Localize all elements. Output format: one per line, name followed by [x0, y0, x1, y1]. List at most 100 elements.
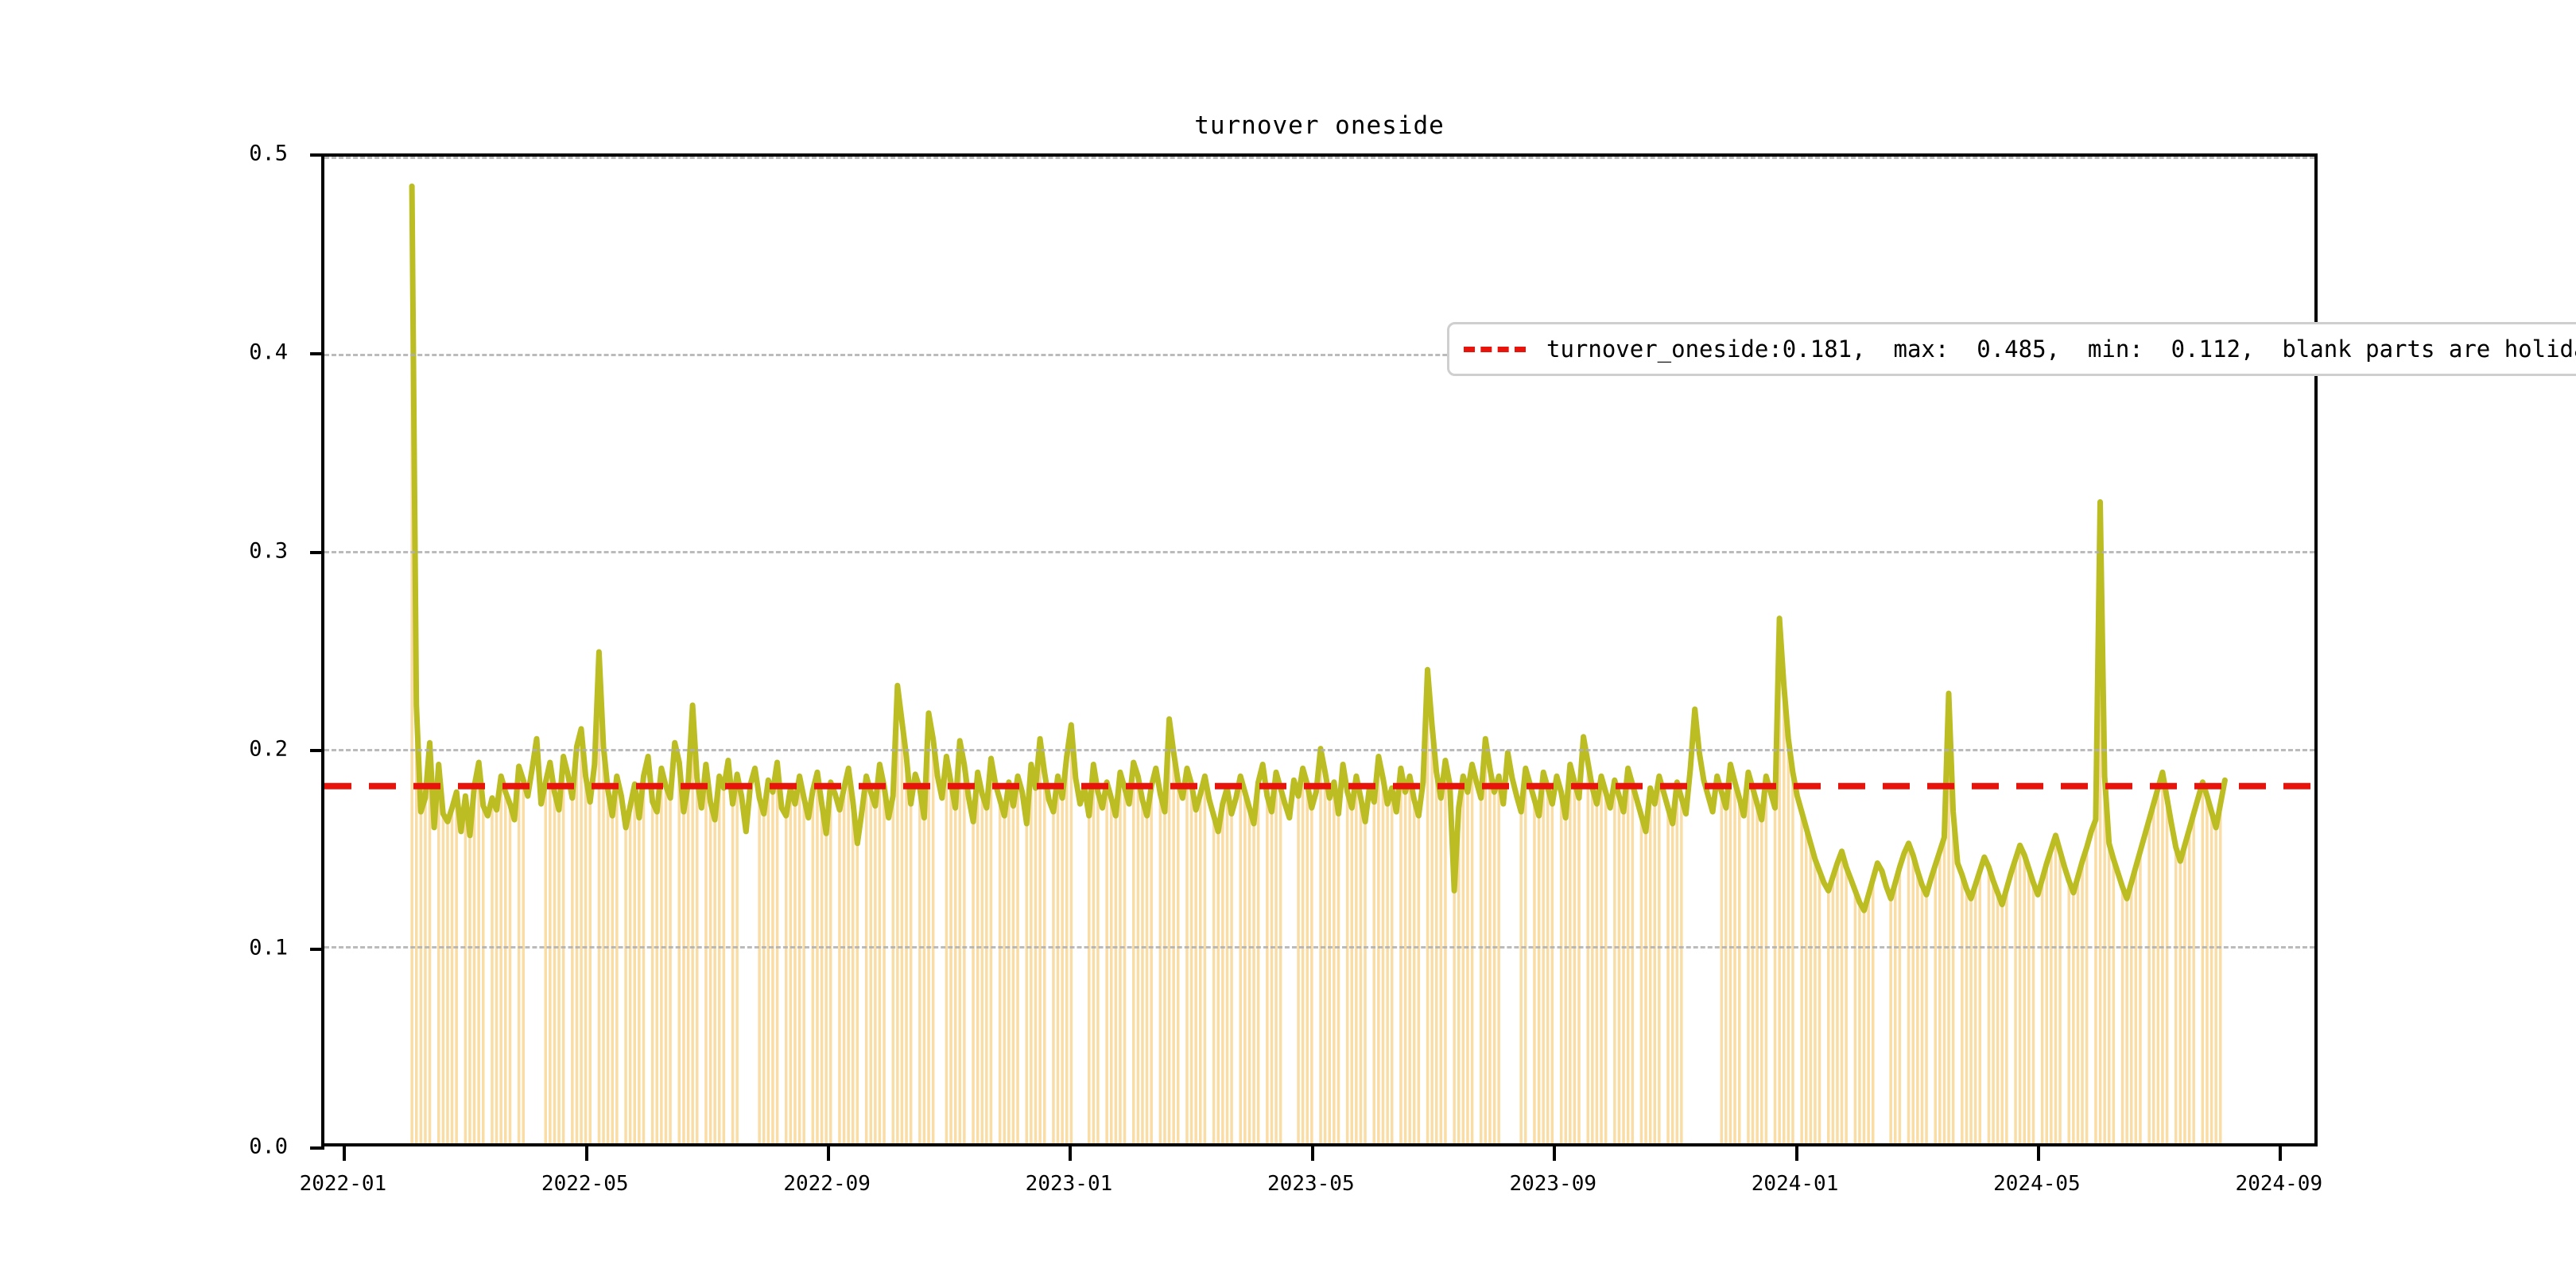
- turnover-fill-bars: [410, 186, 2222, 1143]
- gridline: [324, 157, 2314, 159]
- turnover-bar: [1377, 756, 1380, 1143]
- turnover-bar: [1399, 768, 1402, 1143]
- turnover-bar: [606, 789, 610, 1143]
- turnover-bar: [1413, 800, 1416, 1143]
- x-tick-mark: [1069, 1146, 1073, 1161]
- turnover-bar: [2112, 859, 2116, 1143]
- y-tick-mark: [310, 749, 324, 753]
- turnover-bar: [1680, 797, 1683, 1143]
- turnover-bar: [1239, 776, 1242, 1143]
- turnover-bar: [495, 809, 499, 1143]
- x-tick-label: 2024-01: [1751, 1172, 1839, 1196]
- turnover-bar: [2178, 861, 2182, 1143]
- x-tick-mark: [1553, 1146, 1557, 1161]
- turnover-bar: [1270, 812, 1274, 1143]
- turnover-bar: [1167, 719, 1171, 1143]
- turnover-bar: [1426, 669, 1430, 1143]
- turnover-bar: [2108, 843, 2111, 1143]
- turnover-bar: [1800, 812, 1803, 1143]
- turnover-bar: [1323, 772, 1327, 1143]
- y-tick-label: 0.2: [249, 736, 288, 762]
- turnover-bar: [1791, 772, 1794, 1143]
- turnover-bar: [1658, 776, 1661, 1143]
- turnover-bar: [1364, 821, 1367, 1143]
- turnover-bar: [464, 796, 467, 1143]
- turnover-bar: [1942, 837, 1946, 1143]
- turnover-bar: [1907, 843, 1911, 1143]
- turnover-bar: [1189, 784, 1193, 1143]
- x-tick-label: 2022-01: [299, 1172, 387, 1196]
- turnover-bar: [477, 762, 480, 1143]
- turnover-bar: [517, 766, 521, 1143]
- turnover-bar: [2139, 851, 2142, 1143]
- turnover-bar: [1604, 792, 1608, 1143]
- turnover-bar: [441, 813, 445, 1143]
- turnover-bar: [1969, 898, 1973, 1143]
- turnover-bar: [633, 784, 636, 1143]
- turnover-bar: [575, 747, 579, 1143]
- turnover-bar: [829, 782, 832, 1143]
- turnover-bar: [1853, 890, 1857, 1143]
- legend-dashed-line-icon: [1464, 346, 1526, 352]
- turnover-bar: [472, 786, 476, 1143]
- turnover-bar: [1720, 792, 1723, 1143]
- turnover-bar: [1858, 902, 1861, 1143]
- turnover-bar: [415, 705, 418, 1143]
- turnover-bar: [2081, 861, 2084, 1143]
- turnover-bar: [1069, 724, 1073, 1143]
- turnover-bar: [945, 756, 949, 1143]
- turnover-bar: [1034, 788, 1038, 1143]
- turnover-bar: [1011, 805, 1015, 1143]
- turnover-bar: [2014, 859, 2017, 1143]
- turnover-bar: [802, 797, 805, 1143]
- turnover-bar: [549, 762, 552, 1143]
- y-tick-mark: [310, 948, 324, 952]
- turnover-bar: [708, 801, 712, 1143]
- turnover-bar: [1141, 800, 1144, 1143]
- turnover-bar: [766, 780, 770, 1143]
- y-tick-label: 0.0: [249, 1134, 288, 1159]
- turnover-bar: [1653, 804, 1656, 1143]
- y-tick-label: 0.1: [249, 935, 288, 960]
- turnover-bar: [1252, 823, 1255, 1143]
- turnover-bar: [704, 764, 708, 1143]
- turnover-bar: [2054, 835, 2058, 1143]
- turnover-bar: [1225, 788, 1229, 1143]
- turnover-bar: [638, 817, 641, 1143]
- turnover-bar: [1061, 797, 1064, 1143]
- x-tick-label: 2022-05: [541, 1172, 629, 1196]
- turnover-bar: [1586, 762, 1589, 1143]
- turnover-bar: [686, 784, 690, 1143]
- turnover-bar: [1564, 817, 1567, 1143]
- turnover-bar: [989, 758, 993, 1143]
- turnover-bar: [615, 776, 619, 1143]
- turnover-bar: [842, 788, 846, 1143]
- turnover-bar: [2206, 796, 2209, 1143]
- turnover-bar: [580, 728, 583, 1143]
- turnover-bar: [1894, 883, 1897, 1143]
- turnover-bar: [1345, 792, 1349, 1143]
- turnover-bar: [1764, 776, 1768, 1143]
- turnover-bar: [499, 776, 502, 1143]
- y-tick-label: 0.4: [249, 339, 288, 365]
- turnover-bar: [2209, 812, 2213, 1143]
- turnover-bar: [624, 827, 627, 1143]
- turnover-bar: [1947, 693, 1950, 1143]
- turnover-bar: [1778, 618, 1781, 1143]
- turnover-bar: [824, 833, 828, 1143]
- turnover-bar: [1114, 816, 1118, 1143]
- turnover-bar: [1007, 782, 1011, 1143]
- turnover-bar: [1430, 724, 1433, 1143]
- turnover-bar: [660, 768, 663, 1143]
- x-tick-mark: [1794, 1146, 1798, 1161]
- turnover-bar: [611, 816, 614, 1143]
- turnover-bar: [1328, 797, 1331, 1143]
- turnover-bar: [1961, 875, 1964, 1143]
- turnover-bar: [896, 685, 899, 1143]
- turnover-bar: [1733, 782, 1736, 1143]
- turnover-bar: [771, 792, 774, 1143]
- turnover-bar: [1965, 888, 1969, 1143]
- legend[interactable]: turnover_oneside:0.181, max: 0.485, min:…: [1447, 322, 2576, 376]
- turnover-bar: [1747, 772, 1750, 1143]
- turnover-bar: [1836, 863, 1839, 1143]
